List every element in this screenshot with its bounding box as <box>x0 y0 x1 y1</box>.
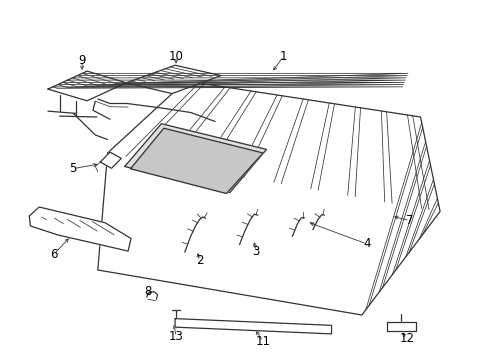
Polygon shape <box>126 65 221 94</box>
Text: 1: 1 <box>279 50 287 63</box>
Polygon shape <box>98 81 439 315</box>
Polygon shape <box>100 152 121 168</box>
Text: 12: 12 <box>399 332 413 345</box>
Text: 11: 11 <box>255 334 270 348</box>
Text: 4: 4 <box>362 237 370 251</box>
Text: 3: 3 <box>252 244 260 258</box>
Text: 2: 2 <box>195 255 203 267</box>
Text: 5: 5 <box>68 162 76 175</box>
Text: 8: 8 <box>143 285 151 298</box>
Text: 9: 9 <box>78 54 86 67</box>
Polygon shape <box>124 124 266 193</box>
Text: 6: 6 <box>50 248 58 261</box>
Text: 10: 10 <box>168 50 183 63</box>
Polygon shape <box>29 207 131 251</box>
Polygon shape <box>48 71 126 101</box>
Text: 13: 13 <box>168 330 183 343</box>
Polygon shape <box>130 128 263 194</box>
Text: 7: 7 <box>405 214 413 227</box>
Polygon shape <box>386 322 415 331</box>
Polygon shape <box>175 319 331 334</box>
